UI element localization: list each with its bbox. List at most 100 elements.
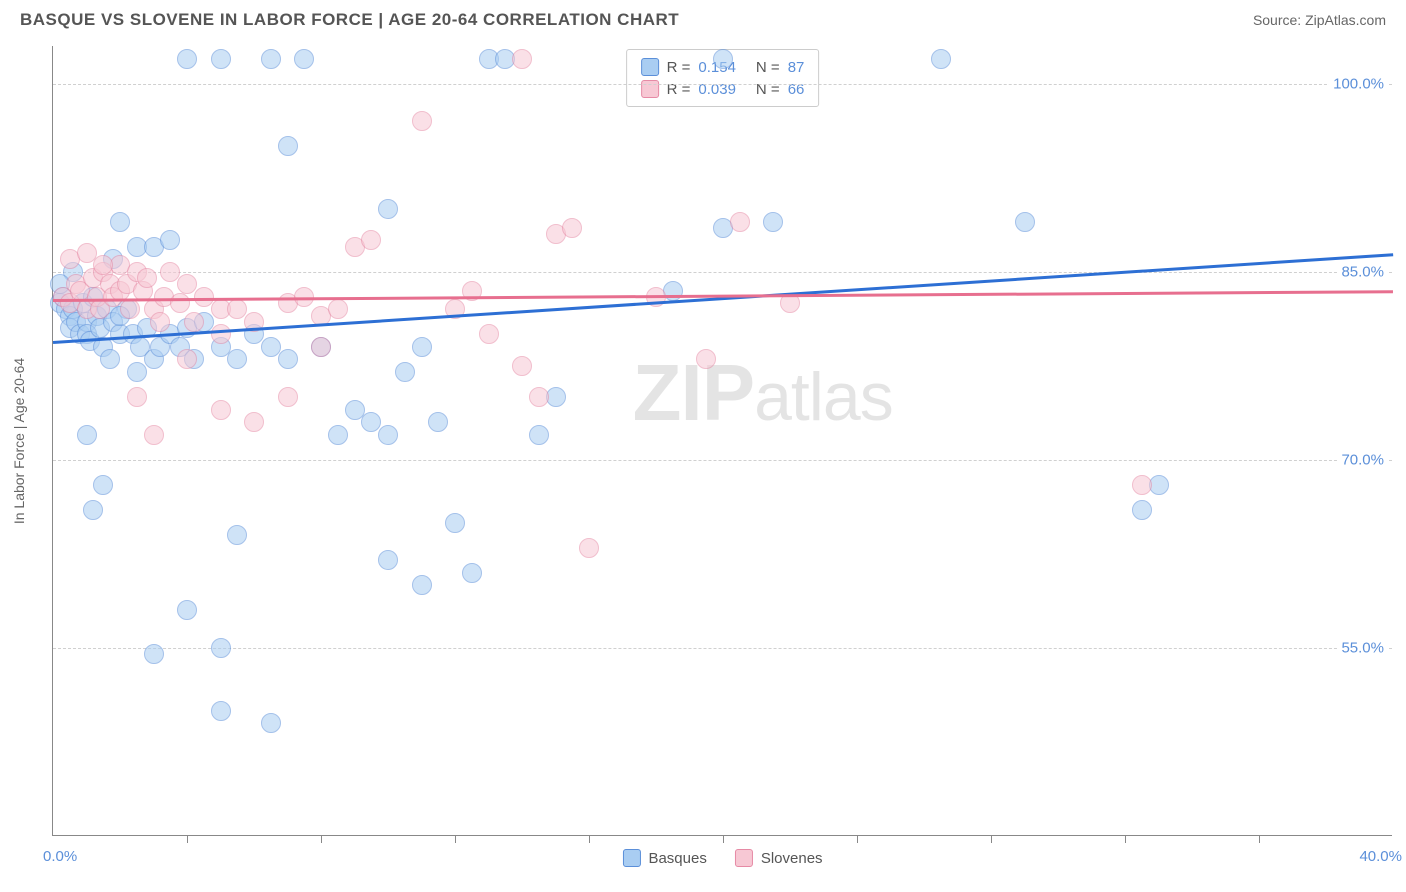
gridline [53, 84, 1392, 85]
data-point [529, 425, 549, 445]
chart-title: BASQUE VS SLOVENE IN LABOR FORCE | AGE 2… [20, 10, 679, 30]
data-point [110, 212, 130, 232]
data-point [311, 337, 331, 357]
data-point [184, 312, 204, 332]
data-point [579, 538, 599, 558]
data-point [378, 199, 398, 219]
data-point [150, 312, 170, 332]
legend-label: Slovenes [761, 850, 823, 867]
x-axis-min-label: 0.0% [43, 848, 77, 865]
data-point [93, 475, 113, 495]
data-point [412, 575, 432, 595]
data-point [378, 550, 398, 570]
data-point [77, 425, 97, 445]
legend-swatch [622, 849, 640, 867]
scatter-chart: In Labor Force | Age 20-64 0.0% 40.0% ZI… [52, 46, 1392, 836]
data-point [562, 218, 582, 238]
x-tick [991, 835, 992, 843]
chart-source: Source: ZipAtlas.com [1253, 12, 1386, 28]
legend-row: R =0.039N =66 [641, 78, 805, 100]
data-point [170, 293, 190, 313]
legend-swatch [641, 58, 659, 76]
data-point [137, 268, 157, 288]
data-point [713, 49, 733, 69]
data-point [512, 49, 532, 69]
data-point [462, 563, 482, 583]
data-point [211, 701, 231, 721]
x-tick [723, 835, 724, 843]
x-tick [187, 835, 188, 843]
data-point [763, 212, 783, 232]
data-point [100, 349, 120, 369]
data-point [83, 500, 103, 520]
data-point [261, 713, 281, 733]
data-point [1015, 212, 1035, 232]
trend-line [53, 291, 1393, 302]
data-point [445, 513, 465, 533]
data-point [378, 425, 398, 445]
gridline [53, 272, 1392, 273]
data-point [361, 230, 381, 250]
data-point [177, 600, 197, 620]
legend-label: Basques [648, 850, 706, 867]
x-tick [857, 835, 858, 843]
y-tick-label: 70.0% [1337, 451, 1388, 468]
data-point [120, 299, 140, 319]
data-point [160, 230, 180, 250]
y-tick-label: 85.0% [1337, 263, 1388, 280]
x-tick [589, 835, 590, 843]
data-point [127, 362, 147, 382]
watermark: ZIPatlas [633, 347, 893, 439]
data-point [328, 299, 348, 319]
data-point [696, 349, 716, 369]
data-point [211, 49, 231, 69]
chart-header: BASQUE VS SLOVENE IN LABOR FORCE | AGE 2… [0, 0, 1406, 36]
legend-n-value: 87 [788, 59, 805, 76]
data-point [211, 638, 231, 658]
y-tick-label: 100.0% [1329, 75, 1388, 92]
x-tick [321, 835, 322, 843]
series-legend: Basques Slovenes [622, 849, 822, 867]
data-point [512, 356, 532, 376]
data-point [931, 49, 951, 69]
data-point [1132, 475, 1152, 495]
data-point [127, 387, 147, 407]
data-point [278, 387, 298, 407]
data-point [412, 111, 432, 131]
data-point [144, 644, 164, 664]
legend-swatch [735, 849, 753, 867]
data-point [294, 49, 314, 69]
data-point [177, 49, 197, 69]
data-point [328, 425, 348, 445]
gridline [53, 460, 1392, 461]
data-point [144, 425, 164, 445]
data-point [278, 349, 298, 369]
data-point [244, 412, 264, 432]
legend-item: Basques [622, 849, 706, 867]
data-point [211, 400, 231, 420]
x-axis-max-label: 40.0% [1359, 848, 1402, 865]
x-tick [455, 835, 456, 843]
data-point [412, 337, 432, 357]
legend-r-label: R = [667, 59, 691, 76]
data-point [428, 412, 448, 432]
x-tick [1125, 835, 1126, 843]
legend-n-label: N = [756, 59, 780, 76]
y-tick-label: 55.0% [1337, 639, 1388, 656]
data-point [177, 349, 197, 369]
data-point [1132, 500, 1152, 520]
data-point [93, 255, 113, 275]
x-tick [1259, 835, 1260, 843]
legend-item: Slovenes [735, 849, 823, 867]
data-point [227, 525, 247, 545]
data-point [211, 324, 231, 344]
gridline [53, 648, 1392, 649]
data-point [395, 362, 415, 382]
data-point [227, 349, 247, 369]
data-point [278, 136, 298, 156]
data-point [261, 49, 281, 69]
data-point [730, 212, 750, 232]
y-axis-title: In Labor Force | Age 20-64 [11, 357, 27, 523]
data-point [479, 324, 499, 344]
data-point [529, 387, 549, 407]
